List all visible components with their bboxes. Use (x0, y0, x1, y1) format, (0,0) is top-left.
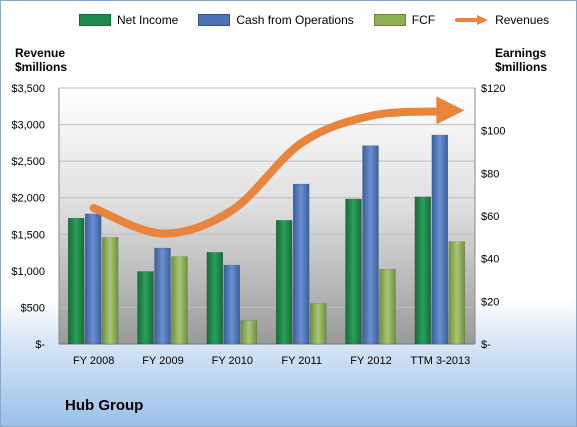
company-name: Hub Group (65, 397, 144, 414)
y-right-tick-label: $40 (481, 254, 499, 266)
y-left-tick-label: $- (35, 339, 45, 351)
y-left-title-line1: Revenue (15, 46, 66, 60)
y-left-title-line2: $millions (15, 60, 68, 74)
bar-fcf (448, 241, 466, 345)
y-left-tick-label: $2,500 (11, 156, 45, 168)
y-left-tick-label: $2,000 (11, 193, 45, 205)
bar-fcf (379, 269, 396, 345)
x-tick-label: TTM 3-2013 (410, 355, 470, 367)
legend-item: Cash from Operations (198, 13, 354, 27)
y-left-tick-label: $1,500 (11, 229, 45, 241)
y-left-tick-label: $500 (21, 302, 45, 314)
revenues-line (89, 107, 445, 238)
legend-swatch (79, 14, 111, 26)
y-right-title-line2: $millions (495, 60, 548, 74)
y-right-tick-label: $20 (481, 296, 499, 308)
legend-label: FCF (411, 13, 436, 27)
bar-fcf (101, 237, 119, 345)
bar-net-income (275, 220, 293, 345)
y-left-title: Revenue $millions (15, 46, 67, 74)
bar-cash-from-operations (154, 247, 171, 345)
y-right-tick-label: $120 (481, 83, 505, 95)
bar-net-income (67, 217, 85, 345)
y-right-tick-label: $60 (481, 211, 499, 223)
legend-label: Cash from Operations (236, 13, 354, 27)
bar-cash-from-operations (292, 183, 310, 345)
legend-swatch (373, 14, 406, 26)
bar-cash-from-operations (431, 134, 449, 345)
y-right-tick-label: $100 (481, 126, 505, 138)
bar-cash-from-operations (84, 213, 102, 345)
y-right-tick-label: $80 (481, 168, 499, 180)
x-tick-label: FY 2011 (281, 355, 322, 367)
bar-fcf (309, 303, 327, 345)
revenues-arrowhead (436, 96, 465, 125)
bar-net-income (206, 252, 224, 345)
x-tick-label: FY 2012 (350, 355, 391, 367)
legend-label: Revenues (495, 13, 550, 27)
y-left-tick-label: $3,000 (11, 120, 45, 132)
legend-item: Net Income (79, 13, 178, 27)
plot-area (59, 88, 475, 344)
x-tick-label: FY 2008 (73, 355, 114, 367)
legend-item: Revenues (455, 13, 549, 27)
legend-label: Net Income (117, 13, 179, 27)
bar-net-income (345, 198, 362, 345)
y-right-title: Earnings $millions (495, 46, 547, 74)
bar-fcf (171, 256, 188, 345)
y-right-title-line1: Earnings (495, 46, 547, 60)
x-tick-label: FY 2010 (212, 355, 253, 367)
y-left-tick-label: $3,500 (11, 83, 45, 95)
legend: Net Income Cash from Operations FCF Revenue… (79, 13, 569, 27)
y-left-tick-label: $1,000 (11, 266, 45, 278)
legend-item: FCF (373, 13, 436, 27)
bar-fcf (240, 320, 258, 345)
bar-net-income (137, 271, 154, 345)
y-right-tick-label: $- (481, 339, 491, 351)
x-tick-label: FY 2009 (142, 355, 183, 367)
legend-arrow-icon (455, 15, 489, 25)
bar-net-income (414, 196, 432, 345)
legend-swatch (198, 14, 231, 26)
bar-cash-from-operations (362, 145, 379, 345)
bar-cash-from-operations (223, 264, 241, 345)
